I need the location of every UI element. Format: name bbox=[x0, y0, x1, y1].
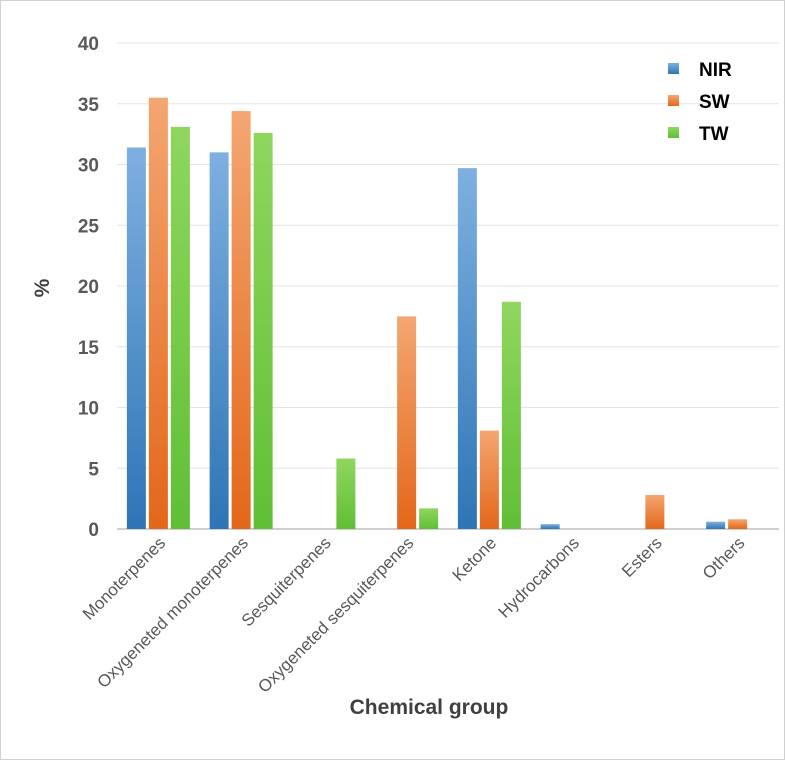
x-tick-label: Others bbox=[699, 533, 749, 583]
bar-sw-6 bbox=[645, 494, 665, 529]
bar-nir-0 bbox=[126, 147, 146, 530]
bar-tw-0 bbox=[170, 126, 190, 530]
bar-sw-1 bbox=[231, 111, 251, 529]
y-tick-label: 25 bbox=[78, 216, 100, 237]
legend-label-nir: NIR bbox=[699, 60, 732, 81]
legend-swatch-sw bbox=[668, 95, 679, 106]
bar-tw-2 bbox=[336, 458, 356, 529]
bar-nir-4 bbox=[457, 168, 477, 529]
legend-swatch-tw bbox=[668, 127, 679, 138]
x-tick-label: Hydrocarbons bbox=[495, 533, 583, 621]
bar-nir-7 bbox=[706, 521, 726, 529]
bar-sw-7 bbox=[728, 519, 748, 529]
bar-tw-4 bbox=[501, 301, 521, 529]
legend-swatch-nir bbox=[668, 63, 679, 74]
x-tick-label: Oxygeneted monoterpenes bbox=[93, 533, 251, 691]
y-tick-label: 35 bbox=[78, 95, 100, 116]
legend-label-tw: TW bbox=[699, 124, 729, 145]
x-tick-label: Sesquiterpenes bbox=[238, 533, 335, 630]
y-tick-label: 0 bbox=[88, 520, 99, 541]
bar-nir-1 bbox=[209, 152, 229, 529]
y-tick-label: 30 bbox=[78, 156, 99, 177]
y-tick-label: 20 bbox=[78, 277, 99, 298]
bar-sw-0 bbox=[148, 97, 168, 530]
bar-tw-3 bbox=[419, 508, 439, 529]
y-tick-label: 5 bbox=[88, 459, 99, 480]
y-tick-label: 15 bbox=[78, 338, 100, 359]
legend-label-sw: SW bbox=[699, 92, 730, 113]
y-tick-label: 10 bbox=[78, 399, 99, 420]
legend: NIR SW TW bbox=[668, 60, 732, 145]
x-tick-label: Oxygeneted sesquiterpenes bbox=[254, 533, 417, 696]
y-axis-tick-labels: 0 5 10 15 20 25 30 35 40 bbox=[78, 34, 100, 541]
x-axis-title: Chemical group bbox=[350, 696, 509, 719]
x-tick-label: Esters bbox=[618, 533, 666, 581]
bar-sw-4 bbox=[479, 430, 499, 529]
x-tick-label: Ketone bbox=[449, 533, 501, 585]
x-tick-label: Monoterpenes bbox=[79, 533, 169, 623]
y-axis-title: % bbox=[31, 278, 54, 297]
bar-sw-3 bbox=[397, 316, 417, 529]
bars bbox=[126, 97, 748, 530]
bar-tw-1 bbox=[253, 132, 273, 529]
bar-nir-5 bbox=[540, 524, 560, 529]
y-tick-label: 40 bbox=[78, 34, 99, 55]
